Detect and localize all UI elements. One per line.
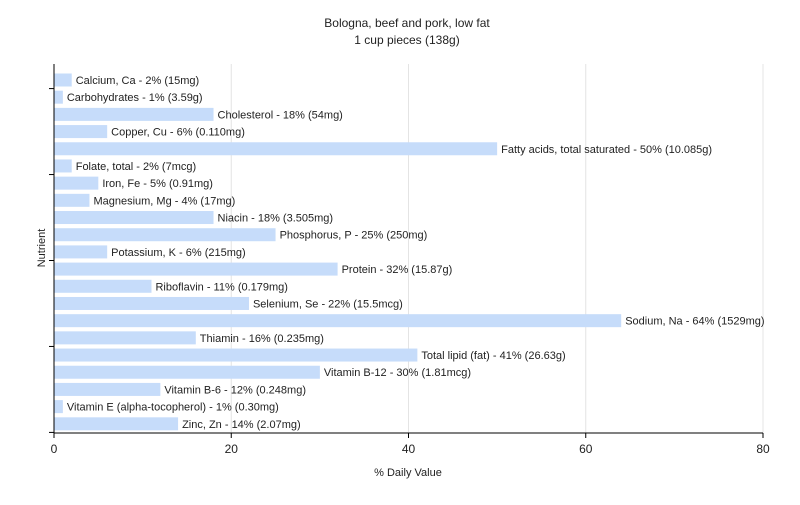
bar-label: Vitamin B-6 - 12% (0.248mg) bbox=[164, 384, 306, 396]
bar bbox=[54, 296, 249, 310]
bar bbox=[54, 107, 214, 121]
axes: 0 20 40 60 80 bbox=[49, 64, 770, 456]
bar-label: Cholesterol - 18% (54mg) bbox=[218, 109, 343, 121]
bar bbox=[54, 262, 338, 276]
bar-label: Riboflavin - 11% (0.179mg) bbox=[155, 281, 287, 293]
bar bbox=[54, 73, 72, 87]
bar-label: Iron, Fe - 5% (0.91mg) bbox=[102, 178, 213, 190]
x-tick-label: 20 bbox=[225, 442, 239, 456]
bar-label: Potassium, K - 6% (215mg) bbox=[111, 247, 246, 259]
bar-label: Vitamin E (alpha-tocopherol) - 1% (0.30m… bbox=[67, 402, 279, 414]
bar-label: Folate, total - 2% (7mcg) bbox=[76, 161, 196, 173]
bar bbox=[54, 400, 63, 414]
bar-label: Selenium, Se - 22% (15.5mcg) bbox=[253, 298, 403, 310]
chart-title: Bologna, beef and pork, low fat bbox=[324, 16, 490, 30]
x-tick-label: 80 bbox=[756, 442, 770, 456]
bar bbox=[54, 228, 276, 242]
bar bbox=[54, 125, 108, 139]
bar-label: Sodium, Na - 64% (1529mg) bbox=[625, 316, 764, 328]
bar-label: Zinc, Zn - 14% (2.07mg) bbox=[182, 419, 301, 431]
bar-label: Total lipid (fat) - 41% (26.63g) bbox=[421, 350, 565, 362]
bar bbox=[54, 142, 498, 156]
bar-label: Phosphorus, P - 25% (250mg) bbox=[280, 230, 428, 242]
bar bbox=[54, 211, 214, 225]
x-axis-label: % Daily Value bbox=[374, 467, 442, 479]
bar bbox=[54, 365, 320, 379]
bar bbox=[54, 90, 63, 104]
bar-label: Copper, Cu - 6% (0.110mg) bbox=[111, 127, 245, 139]
bar bbox=[54, 279, 152, 293]
bars: Calcium, Ca - 2% (15mg) Carbohydrates - 1… bbox=[54, 73, 765, 431]
bar-label: Carbohydrates - 1% (3.59g) bbox=[67, 92, 203, 104]
bar-label: Magnesium, Mg - 4% (17mg) bbox=[93, 195, 235, 207]
bar bbox=[54, 331, 196, 345]
bar-label: Fatty acids, total saturated - 50% (10.0… bbox=[501, 144, 712, 156]
bar-label: Vitamin B-12 - 30% (1.81mcg) bbox=[324, 367, 471, 379]
x-tick-label: 60 bbox=[579, 442, 593, 456]
chart-subtitle: 1 cup pieces (138g) bbox=[354, 33, 459, 47]
bar bbox=[54, 382, 161, 396]
bar bbox=[54, 245, 108, 259]
y-axis-label: Nutrient bbox=[36, 229, 48, 268]
bar-label: Niacin - 18% (3.505mg) bbox=[218, 213, 334, 225]
bar-label: Protein - 32% (15.87g) bbox=[342, 264, 453, 276]
x-tick-label: 40 bbox=[402, 442, 416, 456]
bar bbox=[54, 193, 90, 207]
x-tick-label: 0 bbox=[51, 442, 58, 456]
bar bbox=[54, 348, 418, 362]
bar-label: Calcium, Ca - 2% (15mg) bbox=[76, 75, 199, 87]
bar-label: Thiamin - 16% (0.235mg) bbox=[200, 333, 324, 345]
bar bbox=[54, 417, 179, 431]
bar bbox=[54, 314, 622, 328]
bar bbox=[54, 176, 99, 190]
bar bbox=[54, 159, 72, 173]
